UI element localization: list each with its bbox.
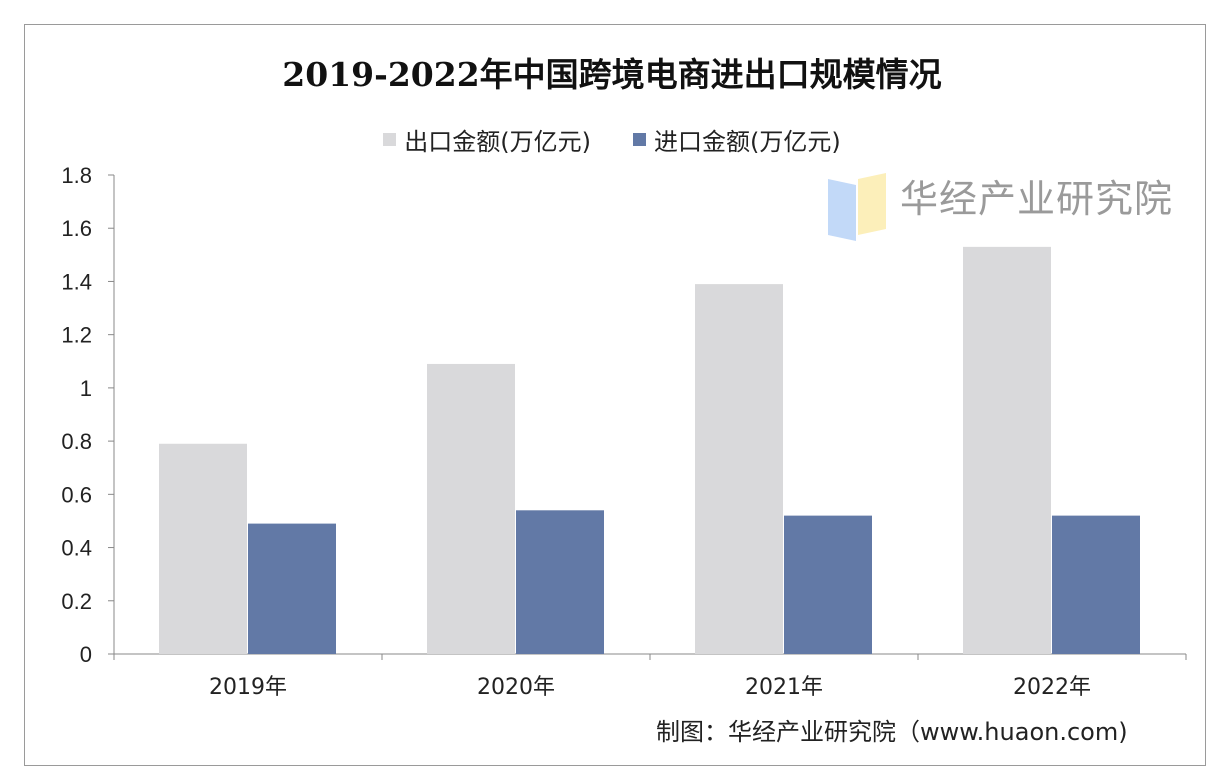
export-bar-2022年 xyxy=(963,246,1051,654)
export-bar-2020年 xyxy=(427,363,515,654)
y-tick-label: 0.4 xyxy=(61,536,92,561)
import-bar-2021年 xyxy=(784,515,872,654)
legend-label-export: 出口金额(万亿元) xyxy=(404,128,591,156)
y-tick-label: 1.4 xyxy=(61,269,92,294)
legend-swatch-export xyxy=(383,133,397,146)
legend-item-export: 出口金额(万亿元) xyxy=(383,122,591,157)
y-tick-label: 1 xyxy=(80,376,92,401)
export-bar-2019年 xyxy=(159,443,247,654)
source-note: 制图：华经产业研究院（www.huaon.com) xyxy=(656,718,1128,746)
y-tick-label: 0.6 xyxy=(61,482,92,507)
chart-title: 2019-2022年中国跨境电商进出口规模情况 xyxy=(282,55,942,94)
x-tick-label: 2022年 xyxy=(1013,675,1091,700)
y-tick-label: 1.2 xyxy=(61,323,92,348)
y-tick-label: 1.8 xyxy=(61,163,92,188)
y-tick-label: 0.2 xyxy=(61,589,92,614)
legend-item-import: 进口金额(万亿元) xyxy=(633,122,841,157)
x-tick-label: 2019年 xyxy=(209,675,287,700)
legend: 出口金额(万亿元) 进口金额(万亿元) xyxy=(0,122,1224,157)
legend-label-import: 进口金额(万亿元) xyxy=(654,128,841,156)
y-tick-label: 0.8 xyxy=(61,429,92,454)
y-tick-label: 1.6 xyxy=(61,216,92,241)
legend-swatch-import xyxy=(633,133,646,146)
watermark-logo xyxy=(828,173,888,241)
import-bar-2020年 xyxy=(516,510,604,654)
watermark-text: 华经产业研究院 xyxy=(900,177,1174,221)
import-bar-2022年 xyxy=(1052,515,1140,654)
export-bar-2021年 xyxy=(695,284,783,654)
chart-frame xyxy=(24,24,1206,766)
y-tick-label: 0 xyxy=(80,642,92,667)
import-bar-2019年 xyxy=(248,523,336,654)
x-tick-label: 2020年 xyxy=(477,675,555,700)
x-tick-label: 2021年 xyxy=(745,675,823,700)
